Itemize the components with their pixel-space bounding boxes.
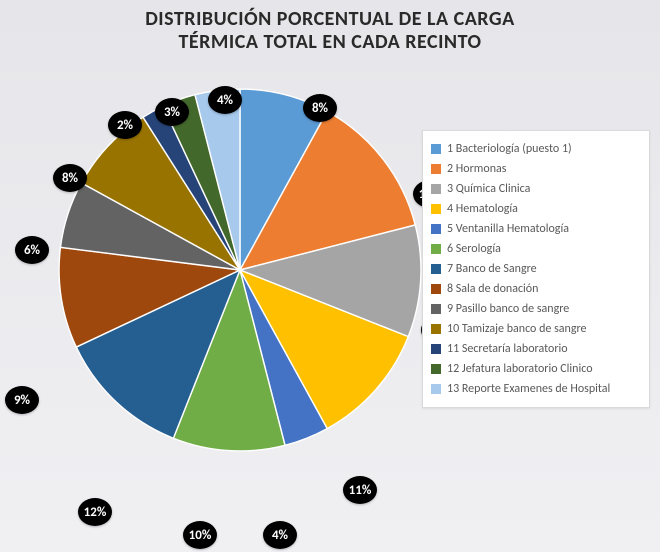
legend-swatch bbox=[431, 164, 441, 174]
legend-label: 3 Química Clinica bbox=[447, 182, 530, 196]
pct-label: 10% bbox=[183, 521, 217, 549]
legend-swatch bbox=[431, 384, 441, 394]
legend-item: 12 Jefatura laboratorio Clinico bbox=[431, 359, 641, 379]
legend-swatch bbox=[431, 224, 441, 234]
pct-label: 12% bbox=[78, 498, 112, 526]
legend-swatch bbox=[431, 144, 441, 154]
legend-item: 11 Secretaría laboratorio bbox=[431, 339, 641, 359]
pct-label: 9% bbox=[5, 386, 39, 414]
chart-title: DISTRIBUCIÓN PORCENTUAL DE LA CARGA TÉRM… bbox=[0, 8, 660, 54]
legend-item: 10 Tamizaje banco de sangre bbox=[431, 319, 641, 339]
legend-swatch bbox=[431, 324, 441, 334]
legend-swatch bbox=[431, 244, 441, 254]
pct-label: 8% bbox=[53, 164, 87, 192]
legend-label: 6 Serología bbox=[447, 242, 501, 256]
legend-item: 1 Bacteriología (puesto 1) bbox=[431, 139, 641, 159]
pie-area: 8%13%10%11%4%10%12%9%6%8%2%3%4% bbox=[40, 70, 440, 470]
legend-label: 8 Sala de donación bbox=[447, 282, 538, 296]
legend-item: 8 Sala de donación bbox=[431, 279, 641, 299]
pct-label: 6% bbox=[15, 236, 49, 264]
pct-label: 11% bbox=[343, 476, 377, 504]
title-line-1: DISTRIBUCIÓN PORCENTUAL DE LA CARGA bbox=[0, 8, 660, 31]
legend-item: 13 Reporte Examenes de Hospital bbox=[431, 379, 641, 399]
legend-item: 6 Serología bbox=[431, 239, 641, 259]
legend-item: 3 Química Clinica bbox=[431, 179, 641, 199]
legend-label: 10 Tamizaje banco de sangre bbox=[447, 322, 586, 336]
legend-label: 1 Bacteriología (puesto 1) bbox=[447, 142, 572, 156]
pct-label: 4% bbox=[208, 86, 242, 114]
pct-label: 2% bbox=[108, 111, 142, 139]
legend-item: 2 Hormonas bbox=[431, 159, 641, 179]
legend-item: 9 Pasillo banco de sangre bbox=[431, 299, 641, 319]
legend-label: 2 Hormonas bbox=[447, 162, 506, 176]
legend: 1 Bacteriología (puesto 1) 2 Hormonas 3 Qu… bbox=[422, 130, 650, 408]
legend-label: 5 Ventanilla Hematología bbox=[447, 222, 569, 236]
legend-label: 12 Jefatura laboratorio Clinico bbox=[447, 362, 593, 376]
pct-label: 4% bbox=[263, 521, 297, 549]
legend-item: 7 Banco de Sangre bbox=[431, 259, 641, 279]
pct-label: 8% bbox=[303, 94, 337, 122]
legend-item: 5 Ventanilla Hematología bbox=[431, 219, 641, 239]
chart-container: DISTRIBUCIÓN PORCENTUAL DE LA CARGA TÉRM… bbox=[0, 0, 660, 552]
legend-swatch bbox=[431, 204, 441, 214]
legend-label: 11 Secretaría laboratorio bbox=[447, 342, 568, 356]
legend-swatch bbox=[431, 184, 441, 194]
pct-label: 3% bbox=[155, 98, 189, 126]
legend-swatch bbox=[431, 344, 441, 354]
legend-swatch bbox=[431, 364, 441, 374]
legend-swatch bbox=[431, 284, 441, 294]
title-line-2: TÉRMICA TOTAL EN CADA RECINTO bbox=[0, 31, 660, 54]
legend-swatch bbox=[431, 264, 441, 274]
pie-svg bbox=[40, 70, 440, 470]
legend-item: 4 Hematología bbox=[431, 199, 641, 219]
legend-label: 7 Banco de Sangre bbox=[447, 262, 537, 276]
legend-label: 9 Pasillo banco de sangre bbox=[447, 302, 569, 316]
legend-label: 4 Hematología bbox=[447, 202, 518, 216]
legend-swatch bbox=[431, 304, 441, 314]
legend-label: 13 Reporte Examenes de Hospital bbox=[447, 382, 610, 396]
